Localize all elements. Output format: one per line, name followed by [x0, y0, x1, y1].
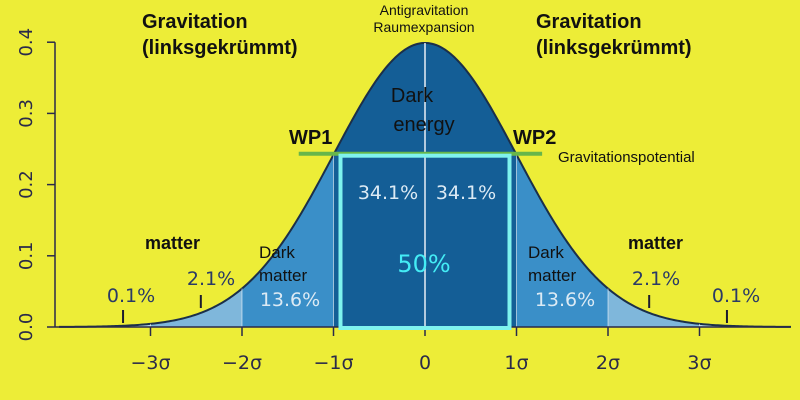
percent-label-8: 0.1%: [712, 285, 760, 307]
x-axis-ticks: −3σ −2σ −1σ 0 1σ 2σ 3σ: [130, 327, 712, 374]
gravitation-right-title: Gravitation: [536, 11, 642, 33]
percent-label-2: 34.1%: [436, 182, 496, 204]
gravitation-right-subtitle: (linksgekrümmt): [536, 37, 692, 59]
x-tick-label-2: −2σ: [222, 352, 262, 374]
y-tick-label-4: 0.3: [16, 99, 37, 128]
x-tick-label-1: −3σ: [130, 352, 170, 374]
band-6: [608, 288, 700, 327]
dark-matter-left-line2: matter: [259, 266, 308, 285]
y-tick-label-5: 0.4: [16, 28, 37, 57]
dark-matter-right-line1: Dark: [528, 243, 564, 262]
raumexpansion-label: Raumexpansion: [373, 19, 474, 35]
percent-label-7: 0.1%: [107, 285, 155, 307]
wp2-label: WP2: [513, 127, 556, 149]
one-sigma-highlight-box: [338, 153, 512, 330]
x-tick-label-7: 3σ: [687, 352, 711, 374]
antigravitation-label: Antigravitation: [380, 2, 469, 18]
dark-energy-label-line2: energy: [393, 114, 454, 136]
x-tick-label-6: 2σ: [596, 352, 620, 374]
band-divider-lines: [150, 154, 700, 327]
percent-label-3: 13.6%: [260, 289, 320, 311]
dark-matter-left-line1: Dark: [259, 243, 295, 262]
percent-labels: 34.1% 34.1% 13.6% 13.6% 2.1% 2.1% 0.1% 0.1%: [107, 182, 760, 323]
matter-right-label: matter: [628, 233, 683, 253]
x-tick-label-4: 0: [419, 352, 431, 374]
wp1-label: WP1: [289, 127, 332, 149]
percent-label-5: 2.1%: [187, 268, 235, 290]
gravitation-left-title: Gravitation: [142, 11, 248, 33]
percent-label-4: 13.6%: [535, 289, 595, 311]
y-tick-label-1: 0.0: [16, 313, 37, 342]
y-axis-ticks: 0.0 0.1 0.2 0.3 0.4: [16, 28, 55, 341]
x-tick-label-5: 1σ: [504, 352, 528, 374]
percent-label-6: 2.1%: [632, 268, 680, 290]
dark-matter-right-line2: matter: [528, 266, 577, 285]
y-tick-label-3: 0.2: [16, 170, 37, 199]
gravitationspotential-label: Gravitationspotential: [558, 149, 695, 166]
gravitation-left-subtitle: (linksgekrümmt): [142, 37, 298, 59]
matter-left-label: matter: [145, 233, 200, 253]
percent-label-1: 34.1%: [358, 182, 418, 204]
y-tick-label-2: 0.1: [16, 241, 37, 270]
band-5: [150, 288, 242, 327]
center-percent-label: 50%: [397, 250, 450, 278]
x-tick-label-3: −1σ: [313, 352, 353, 374]
dark-energy-label-line1: Dark: [391, 85, 434, 107]
